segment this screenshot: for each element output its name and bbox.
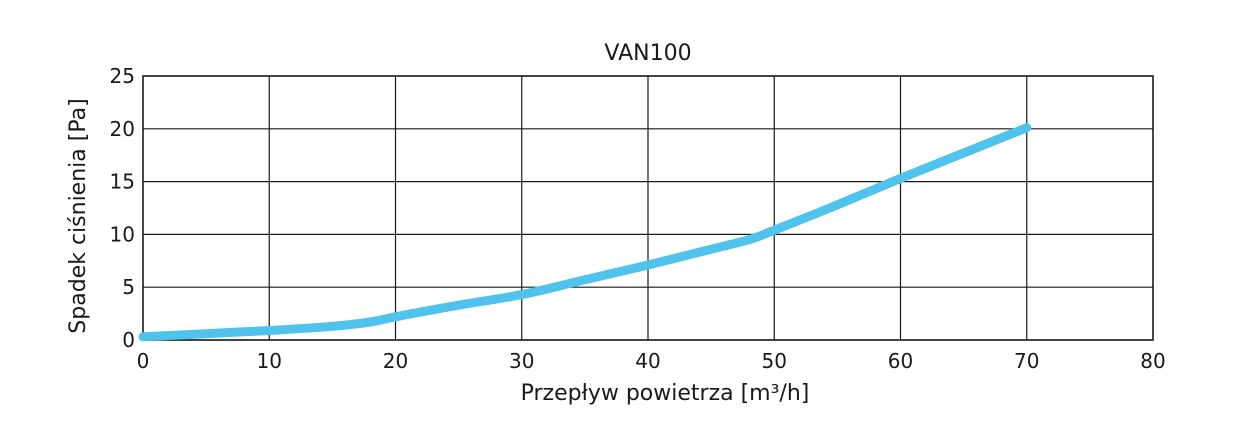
- y-axis-label: Spadek ciśnienia [Pa]: [66, 98, 91, 333]
- x-tick-label: 40: [635, 349, 660, 373]
- chart-title: VAN100: [604, 41, 691, 66]
- x-tick-label: 0: [137, 349, 150, 373]
- y-tick-label: 20: [110, 117, 135, 141]
- x-tick-label: 10: [257, 349, 282, 373]
- x-tick-label: 70: [1014, 349, 1039, 373]
- series-layer: [138, 123, 1032, 342]
- x-tick-label: 30: [509, 349, 534, 373]
- y-tick-label: 15: [110, 170, 135, 194]
- y-tick-label: 10: [110, 222, 135, 246]
- x-tick-labels: 0 10 20 30 40 50 60 70 80: [137, 349, 1166, 373]
- y-tick-labels: 0 5 10 15 20 25: [110, 64, 135, 352]
- y-tick-label: 0: [122, 328, 135, 352]
- x-tick-label: 60: [888, 349, 913, 373]
- y-tick-label: 5: [122, 275, 135, 299]
- grid-lines: [142, 75, 1154, 341]
- x-tick-label: 20: [383, 349, 408, 373]
- series-line: [138, 123, 1032, 342]
- x-axis-label: Przepływ powietrza [m³/h]: [521, 381, 810, 406]
- y-tick-label: 25: [110, 64, 135, 88]
- plot-area-frame: [142, 75, 1154, 341]
- x-tick-label: 50: [762, 349, 787, 373]
- x-tick-label: 80: [1140, 349, 1165, 373]
